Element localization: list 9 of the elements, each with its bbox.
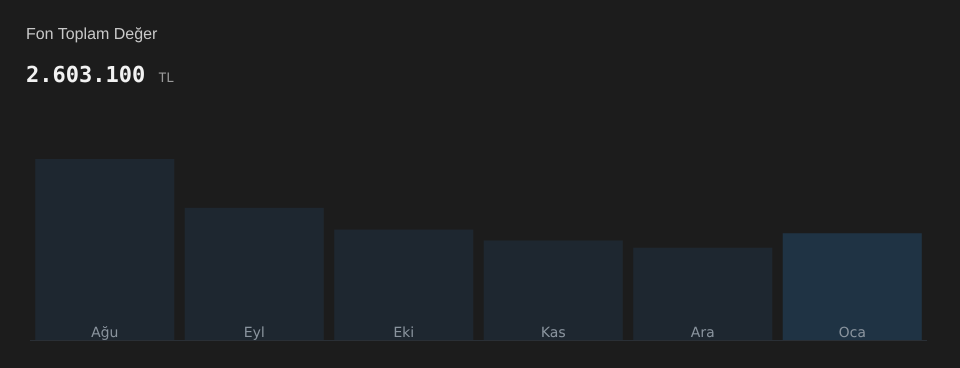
x-tick-label: Eyl bbox=[244, 325, 265, 341]
bar bbox=[782, 233, 922, 340]
x-tick-label: Ara bbox=[690, 325, 715, 341]
x-tick-label: Kas bbox=[540, 325, 566, 341]
x-tick-label: Eki bbox=[393, 325, 414, 341]
x-tick-label: Ağu bbox=[91, 325, 118, 341]
chart-subtitle: 2.603.100 TL bbox=[26, 63, 174, 88]
chart-title: Fon Toplam Değer bbox=[26, 26, 158, 43]
x-tick-label: Oca bbox=[838, 325, 866, 341]
